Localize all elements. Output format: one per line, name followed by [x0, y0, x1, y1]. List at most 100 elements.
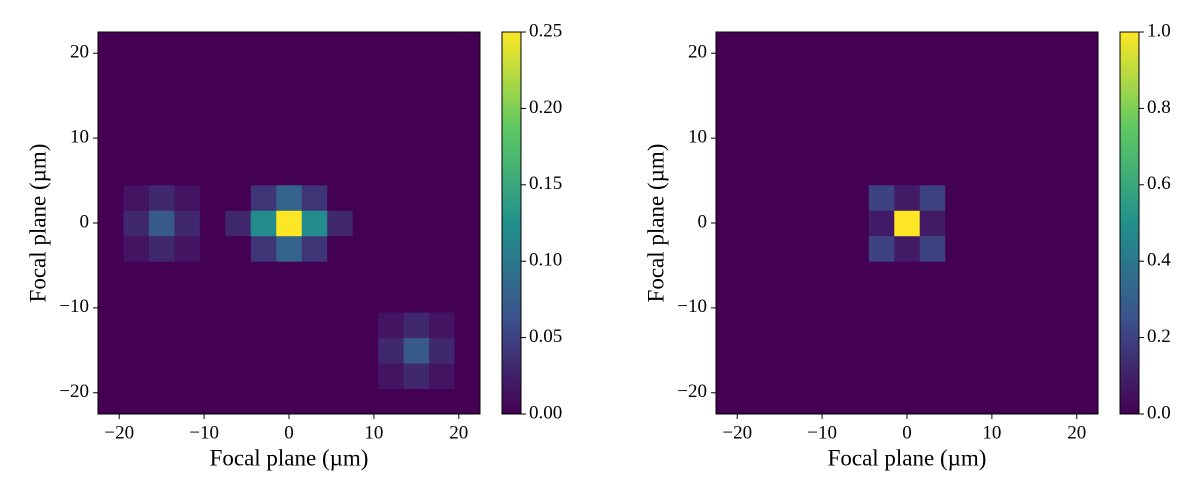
- heatmap-cell: [1047, 337, 1074, 364]
- heatmap-cell: [843, 159, 870, 186]
- heatmap-cell: [98, 363, 124, 390]
- heatmap-cell: [378, 184, 405, 211]
- heatmap-cell: [98, 286, 124, 313]
- heatmap-cell: [1072, 159, 1098, 186]
- heatmap-cell: [817, 363, 844, 390]
- heatmap-cell: [817, 210, 844, 237]
- heatmap-cell: [148, 184, 175, 211]
- heatmap-cell: [199, 235, 226, 262]
- heatmap-cell: [403, 159, 430, 186]
- heatmap-cell: [894, 82, 921, 109]
- heatmap-cell: [970, 286, 997, 313]
- heatmap-cell: [970, 210, 997, 237]
- heatmap-cell: [894, 235, 921, 262]
- x-tick-label: −10: [807, 422, 837, 443]
- heatmap-cell: [741, 388, 768, 414]
- heatmap-cell: [919, 261, 946, 288]
- heatmap-cell: [327, 210, 354, 237]
- heatmap-cell: [123, 337, 150, 364]
- heatmap-cell: [817, 286, 844, 313]
- heatmap-cell: [766, 57, 793, 84]
- heatmap-cell: [327, 108, 354, 135]
- heatmap-cell: [403, 337, 430, 364]
- heatmap-cell: [148, 133, 175, 160]
- x-axis-label: Focal plane (µm): [828, 445, 987, 470]
- heatmap-cell: [868, 184, 895, 211]
- heatmap-cell: [1072, 312, 1098, 339]
- heatmap-cell: [327, 133, 354, 160]
- heatmap-cell: [123, 57, 150, 84]
- heatmap-cell: [327, 184, 354, 211]
- heatmap-cell: [741, 312, 768, 339]
- heatmap-cell: [817, 108, 844, 135]
- heatmap-cell: [894, 286, 921, 313]
- heatmap-cell: [250, 159, 277, 186]
- heatmap-cell: [403, 184, 430, 211]
- heatmap-cell: [327, 337, 354, 364]
- heatmap-cell: [429, 261, 456, 288]
- heatmap-cell: [301, 184, 328, 211]
- heatmap-cell: [741, 235, 768, 262]
- heatmap-cell: [970, 235, 997, 262]
- x-tick-label: 20: [449, 422, 468, 443]
- heatmap-cell: [996, 159, 1023, 186]
- heatmap-cell: [1047, 363, 1074, 390]
- heatmap-cell: [1072, 57, 1098, 84]
- heatmap-cell: [403, 286, 430, 313]
- heatmap-cell: [1021, 159, 1048, 186]
- heatmap-cell: [352, 261, 379, 288]
- heatmap-cell: [250, 184, 277, 211]
- heatmap-cell: [894, 133, 921, 160]
- heatmap-cell: [945, 388, 972, 414]
- heatmap-cell: [766, 184, 793, 211]
- heatmap-cell: [741, 261, 768, 288]
- colorbar: [1119, 31, 1140, 415]
- heatmap-cell: [741, 210, 768, 237]
- heatmap-cell: [199, 82, 226, 109]
- heatmap-cell: [378, 108, 405, 135]
- heatmap-cell: [741, 159, 768, 186]
- heatmap-cell: [766, 363, 793, 390]
- heatmap-cell: [817, 57, 844, 84]
- heatmap-cell: [276, 210, 303, 237]
- heatmap-cell: [352, 363, 379, 390]
- heatmap-cell: [894, 312, 921, 339]
- heatmap-cell: [792, 286, 819, 313]
- heatmap-cell: [843, 388, 870, 414]
- heatmap-cell: [301, 337, 328, 364]
- colorbar-tick-label: 0.6: [1147, 173, 1171, 194]
- heatmap-cell: [945, 286, 972, 313]
- heatmap-cell: [716, 210, 742, 237]
- heatmap-cell: [225, 210, 252, 237]
- heatmap-cell: [894, 57, 921, 84]
- heatmap-cell: [123, 312, 150, 339]
- heatmap-cell: [429, 82, 456, 109]
- heatmap-cell: [716, 337, 742, 364]
- heatmap-cell: [250, 312, 277, 339]
- x-tick-label: 10: [364, 422, 383, 443]
- heatmap-cell: [843, 286, 870, 313]
- heatmap-cell: [792, 235, 819, 262]
- y-tick-label: 10: [70, 126, 89, 147]
- heatmap-cell: [996, 32, 1023, 58]
- heatmap-cell: [98, 32, 124, 58]
- y-tick-label: −20: [59, 381, 89, 402]
- heatmap-cell: [276, 235, 303, 262]
- heatmap-cell: [378, 133, 405, 160]
- heatmap-cell: [792, 82, 819, 109]
- heatmap-cell: [766, 235, 793, 262]
- x-tick-label: 10: [982, 422, 1001, 443]
- heatmap-cell: [123, 210, 150, 237]
- heatmap-cell: [327, 261, 354, 288]
- colorbar-tick-label: 1.0: [1147, 20, 1171, 41]
- heatmap-cell: [996, 363, 1023, 390]
- heatmap-cell: [225, 312, 252, 339]
- heatmap-cell: [1021, 235, 1048, 262]
- heatmap-cell: [817, 388, 844, 414]
- heatmap-cell: [741, 82, 768, 109]
- heatmap-cell: [98, 133, 124, 160]
- heatmap-cell: [741, 184, 768, 211]
- heatmap-cell: [276, 312, 303, 339]
- heatmap-cell: [792, 184, 819, 211]
- heatmap-cell: [148, 210, 175, 237]
